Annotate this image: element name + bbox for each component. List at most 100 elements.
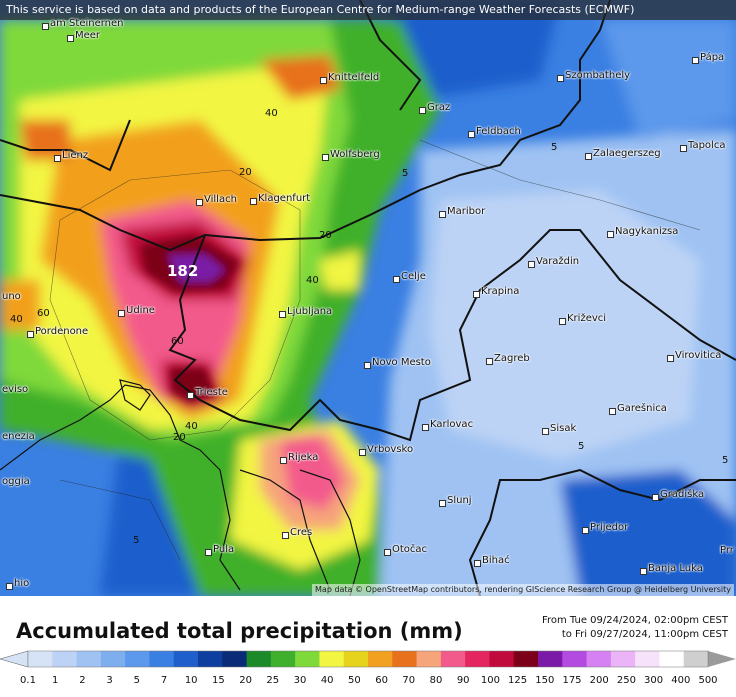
city-label: Zalaegerszeg — [593, 148, 661, 159]
legend-swatch — [513, 651, 539, 667]
contour-value-label: 5 — [133, 535, 140, 546]
legend-swatch — [368, 651, 393, 667]
legend-tick-label: 1 — [52, 675, 59, 686]
city-label: Zagreb — [494, 353, 530, 364]
chart-title: Accumulated total precipitation (mm) — [16, 619, 463, 643]
city-label: Klagenfurt — [258, 193, 311, 204]
contour-value-label: 40 — [185, 421, 198, 432]
city-label: Varaždin — [536, 256, 580, 267]
legend-tick-label: 90 — [456, 675, 470, 686]
city-label: Krapina — [481, 286, 520, 297]
city-marker — [474, 560, 481, 567]
legend-tick-label: 80 — [429, 675, 443, 686]
city-label: Celje — [401, 271, 426, 282]
city-marker — [559, 318, 566, 325]
city-marker — [384, 549, 391, 556]
legend-swatch — [659, 651, 685, 667]
legend-swatch — [465, 651, 490, 667]
city-marker — [322, 154, 329, 161]
legend-swatch — [222, 651, 248, 667]
city-label: Prijedor — [590, 522, 629, 533]
legend-swatch — [149, 651, 175, 667]
color-legend — [0, 650, 736, 668]
city-label: Nagykanizsa — [615, 226, 679, 237]
country-borders — [0, 0, 736, 596]
city-label: Wolfsberg — [330, 149, 380, 160]
city-label: Villach — [204, 194, 237, 205]
city-marker — [280, 457, 287, 464]
city-marker — [359, 449, 366, 456]
city-marker — [54, 155, 61, 162]
city-label: Otočac — [392, 544, 428, 555]
legend-tick-label: 5 — [133, 675, 140, 686]
legend-swatch — [416, 651, 442, 667]
legend-tick-label: 20 — [239, 675, 252, 686]
legend-min-arrow — [0, 650, 29, 668]
city-label: Bihać — [482, 555, 510, 566]
legend-tick-label: 2 — [79, 675, 86, 686]
legend-swatch — [246, 651, 272, 667]
city-marker — [609, 408, 616, 415]
city-label: Banja Luka — [648, 563, 703, 574]
legend-swatch — [319, 651, 345, 667]
city-marker — [473, 291, 480, 298]
city-label: Graz — [427, 102, 451, 113]
contour-value-label: 5 — [722, 455, 729, 466]
city-marker — [585, 153, 592, 160]
city-marker — [196, 199, 203, 206]
city-marker — [652, 494, 659, 501]
city-marker — [542, 428, 549, 435]
contour-value-label: 60 — [37, 308, 50, 319]
legend-swatch — [198, 651, 223, 667]
legend-tick-label: 25 — [266, 675, 280, 686]
legend-tick-label: 60 — [375, 675, 388, 686]
city-label: Prr — [720, 545, 734, 556]
legend-tick-label: 10 — [184, 675, 198, 686]
coastlines — [0, 379, 361, 596]
legend-swatch — [100, 651, 126, 667]
city-label: Sisak — [550, 423, 577, 434]
legend-labels: 0.1 1 2 3 5 7 10 15 20 25 30 40 50 60 70 80 90 100 125 150 1… — [0, 675, 736, 689]
contour-value-label: 40 — [265, 108, 278, 119]
legend-tick-label: 70 — [402, 675, 416, 686]
legend-tick-label: 500 — [698, 675, 718, 686]
legend-swatch — [392, 651, 418, 667]
contour-lines — [49, 139, 701, 561]
city-label: eviso — [2, 384, 29, 395]
city-marker — [607, 231, 614, 238]
legend-swatch — [683, 651, 709, 667]
city-label: Križevci — [567, 313, 607, 324]
city-label: hio — [14, 578, 30, 589]
city-marker — [27, 331, 34, 338]
city-marker — [439, 500, 446, 507]
legend-swatch — [610, 651, 636, 667]
contour-value-label: 5 — [578, 441, 585, 452]
city-label: Tapolca — [688, 140, 726, 151]
legend-swatch — [440, 651, 466, 667]
city-label: enezia — [2, 431, 35, 442]
city-marker — [364, 362, 371, 369]
legend-tick-label: 40 — [320, 675, 334, 686]
max-precipitation-label: 182 — [167, 262, 199, 280]
city-label: uno — [2, 291, 21, 302]
contour-value-label: 40 — [306, 275, 319, 286]
legend-swatch — [343, 651, 369, 667]
city-label: Meer — [75, 30, 101, 41]
legend-swatch — [270, 651, 296, 667]
city-marker — [320, 77, 327, 84]
city-marker — [582, 527, 589, 534]
legend-swatch — [173, 651, 199, 667]
city-marker — [640, 568, 647, 575]
city-marker — [6, 583, 13, 590]
city-label: Cres — [290, 527, 313, 538]
city-label: Rijeka — [288, 452, 319, 463]
city-marker — [393, 276, 400, 283]
city-marker — [205, 549, 212, 556]
city-marker — [692, 57, 699, 64]
contour-value-label: 60 — [171, 336, 184, 347]
city-marker — [557, 75, 564, 82]
legend-swatch — [562, 651, 588, 667]
legend-swatch — [635, 651, 660, 667]
city-label: Virovitica — [675, 350, 722, 361]
